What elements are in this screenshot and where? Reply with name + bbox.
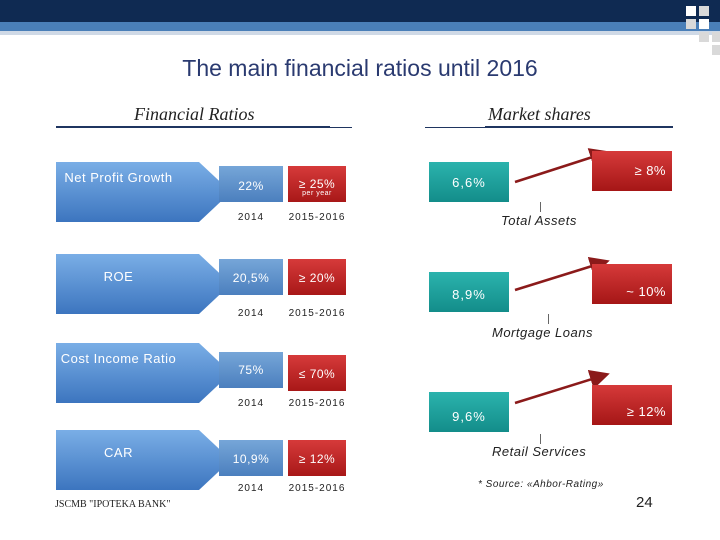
ratio-target-box: ≥ 25% per year — [288, 166, 346, 202]
ratio-target-value: ≤ 70% — [298, 367, 336, 381]
decor-square — [686, 19, 696, 29]
trend-arrow — [514, 148, 610, 184]
share-target-value: ~ 10% — [626, 284, 666, 299]
ratio-target-value: ≥ 12% — [298, 452, 336, 466]
ratio-year-current: 2014 — [237, 398, 265, 409]
market-share-arrows — [514, 148, 610, 405]
ratio-year-current: 2014 — [237, 212, 265, 223]
ratio-current-box: 75% — [219, 352, 283, 388]
ratio-target-value: ≥ 25% — [298, 177, 336, 191]
slide-title: The main financial ratios until 2016 — [182, 55, 538, 81]
left-heading: Financial Ratios — [134, 104, 255, 124]
top-banner-stripe — [0, 22, 720, 31]
ratio-year-target: 2015-2016 — [288, 398, 346, 409]
share-target-box: ~ 10% — [592, 264, 672, 304]
ratio-name: CAR — [104, 445, 133, 460]
ratio-target-box: ≤ 70% — [288, 355, 346, 391]
decor-square — [699, 6, 709, 16]
decor-square — [686, 6, 696, 16]
ratio-tab-roe: ROE — [56, 254, 231, 314]
ratio-current-value: 10,9% — [232, 452, 270, 466]
left-heading-rule-tail — [330, 127, 352, 128]
ratio-current-box: 20,5% — [219, 259, 283, 295]
right-heading: Market shares — [488, 104, 591, 124]
ratio-current-box: 10,9% — [219, 440, 283, 476]
share-label: Mortgage Loans — [492, 325, 593, 340]
ratio-tab-cost-income: Cost Income Ratio — [56, 343, 231, 403]
share-target-value: ≥ 8% — [634, 163, 666, 178]
footer-company: JSCMB "IPOTEKA BANK" — [55, 499, 171, 510]
ratio-target-note: per year — [302, 190, 332, 197]
share-target-box: ≥ 12% — [592, 385, 672, 425]
share-target-box: ≥ 8% — [592, 151, 672, 191]
ratio-year-current: 2014 — [237, 308, 265, 319]
share-current-box: 9,6% — [429, 392, 509, 432]
ratio-tab-net-profit: Net Profit Growth — [56, 162, 231, 222]
source-note: * Source: «Ahbor-Rating» — [478, 479, 604, 490]
decor-square — [712, 45, 720, 55]
share-current-box: 6,6% — [429, 162, 509, 202]
share-current-value: 6,6% — [452, 175, 486, 190]
share-current-value: 9,6% — [452, 409, 486, 424]
trend-arrow — [514, 369, 610, 405]
share-current-value: 8,9% — [452, 287, 486, 302]
ratio-name: Net Profit Growth — [64, 170, 173, 185]
share-label: Total Assets — [501, 213, 577, 228]
ratio-current-value: 20,5% — [232, 271, 270, 285]
top-banner — [0, 0, 720, 22]
share-label: Retail Services — [492, 444, 587, 459]
right-heading-rule-tail — [425, 127, 485, 128]
ratio-target-box: ≥ 12% — [288, 440, 346, 476]
ratio-target-value: ≥ 20% — [298, 271, 336, 285]
share-current-box: 8,9% — [429, 272, 509, 312]
trend-arrow — [514, 256, 610, 292]
ratio-year-target: 2015-2016 — [288, 212, 346, 223]
share-connector — [540, 202, 541, 212]
ratio-year-target: 2015-2016 — [288, 308, 346, 319]
decor-square — [699, 19, 709, 29]
ratio-current-value: 75% — [238, 363, 264, 377]
ratio-year-current: 2014 — [237, 483, 265, 494]
ratio-year-target: 2015-2016 — [288, 483, 346, 494]
ratio-current-box: 22% — [219, 166, 283, 202]
ratio-name: Cost Income Ratio — [60, 351, 177, 366]
right-heading-rule — [485, 126, 673, 128]
left-heading-rule — [56, 126, 330, 128]
ratio-current-value: 22% — [238, 179, 264, 193]
ratio-target-box: ≥ 20% — [288, 259, 346, 295]
decor-square — [712, 32, 720, 42]
decor-square — [699, 32, 709, 42]
share-connector — [548, 314, 549, 324]
share-connector — [540, 434, 541, 444]
top-banner-underline — [0, 31, 720, 35]
share-target-value: ≥ 12% — [626, 404, 666, 419]
ratio-name: ROE — [103, 269, 134, 284]
ratio-tab-car: CAR — [56, 430, 231, 490]
page-number: 24 — [636, 494, 653, 511]
